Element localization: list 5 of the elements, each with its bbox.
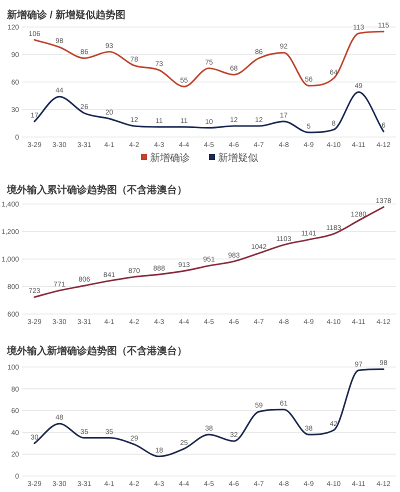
title: 新增确诊 / 新增疑似趋势图 <box>7 10 126 21</box>
title: 境外输入累计确诊趋势图（不含港澳台） <box>7 185 187 196</box>
legend-label: 新增疑似 <box>218 153 258 164</box>
legend-label: 新增确诊 <box>150 153 190 164</box>
title: 境外输入新增确诊趋势图（不含港澳台） <box>7 346 187 357</box>
